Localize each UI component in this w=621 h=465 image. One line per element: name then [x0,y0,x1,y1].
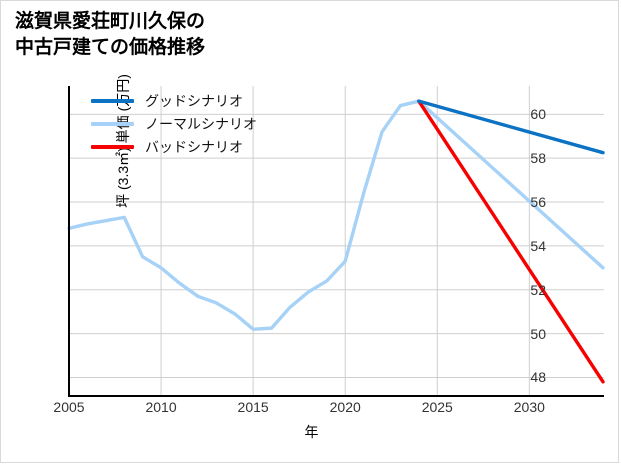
series-line [417,99,605,384]
legend-color-swatch [91,122,134,126]
x-axis-spine [68,395,604,397]
series-line [67,99,605,331]
y-tick-label: 52 [530,281,546,298]
legend-item: バッドシナリオ [91,139,257,155]
x-tick-label: 2020 [329,399,361,415]
x-tick-label: 2010 [145,399,177,415]
y-tick-label: 60 [530,106,546,123]
x-tick-label: 2015 [237,399,269,415]
legend-item: ノーマルシナリオ [91,116,257,132]
y-tick-label: 58 [530,150,546,167]
y-tick-label: 54 [530,237,546,254]
x-tick-label: 2005 [53,399,85,415]
legend-item-label: ノーマルシナリオ [145,116,257,132]
chart-svg [67,86,605,395]
y-tick-label: 50 [530,325,546,342]
legend-item: グッドシナリオ [91,93,257,109]
plot-area [67,86,605,397]
legend-color-swatch [91,99,134,103]
legend-color-swatch [91,145,134,149]
x-tick-label: 2025 [421,399,453,415]
page-title: 滋賀県愛荘町川久保の 中古戸建ての価格推移 [15,11,206,59]
data-series-group [67,99,605,384]
x-tick-label: 2030 [513,399,545,415]
y-tick-label: 48 [530,369,546,386]
gridlines [68,86,604,395]
legend-item-label: バッドシナリオ [145,139,243,155]
x-axis-label: 年 [304,424,319,440]
y-tick-label: 56 [530,194,546,211]
series-line [417,99,605,155]
chart-legend: グッドシナリオ ノーマルシナリオ バッドシナリオ [91,93,257,155]
legend-item-label: グッドシナリオ [145,93,243,109]
y-axis-spine [68,86,70,397]
